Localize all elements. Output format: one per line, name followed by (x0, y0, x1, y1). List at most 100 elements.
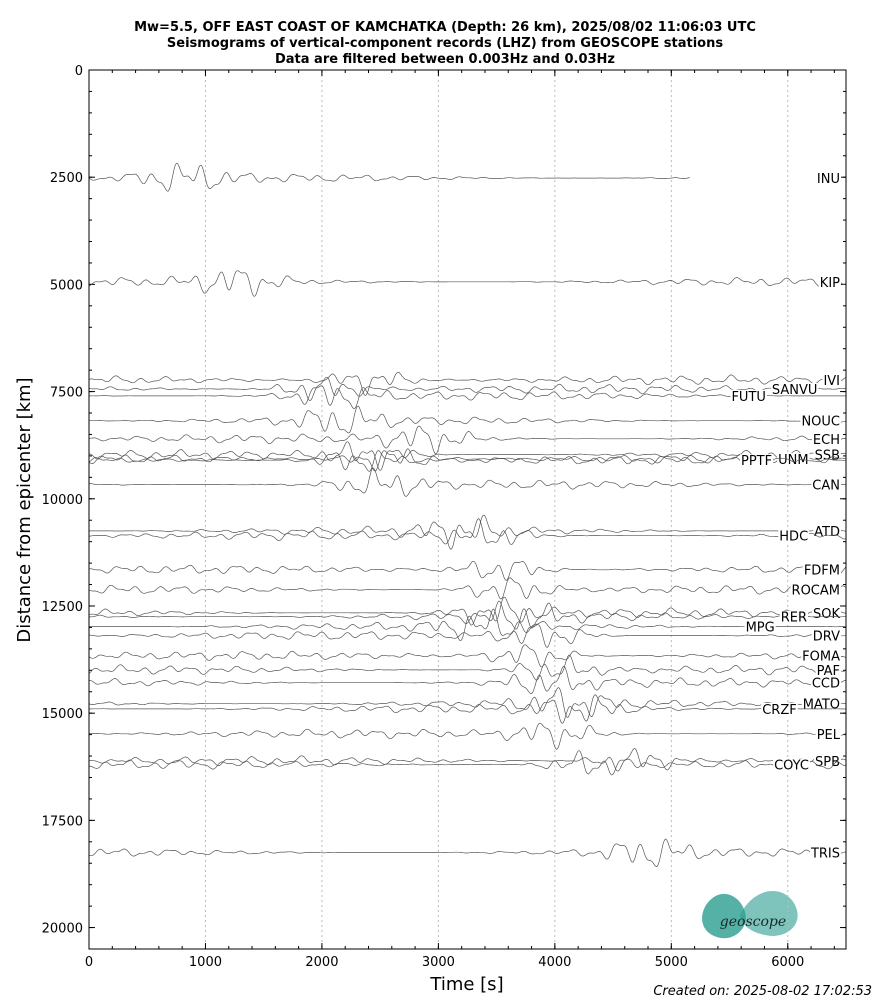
label-background (778, 529, 810, 544)
seismogram-trace (89, 722, 846, 750)
y-tick-label: 20000 (42, 922, 83, 937)
label-background (811, 478, 841, 493)
station-label: FDFM (804, 564, 840, 579)
station-label: ECH (813, 433, 840, 448)
label-background (813, 448, 841, 463)
x-axis-label: Time [s] (429, 974, 503, 995)
x-tick-label: 0 (85, 955, 93, 970)
station-label: CCD (812, 677, 840, 692)
seismogram-trace (88, 560, 846, 581)
seismogram-trace (88, 448, 846, 472)
logo: geoscope (702, 891, 798, 939)
label-background (744, 620, 776, 635)
label-background (815, 172, 841, 187)
seismogram-trace (88, 838, 846, 868)
label-background (739, 454, 774, 469)
x-tick-label: 2000 (305, 955, 338, 970)
station-label: IVI (823, 374, 840, 389)
label-background (811, 629, 841, 644)
label-background (809, 846, 841, 861)
station-label: MATO (803, 698, 840, 713)
seismogram-trace (88, 376, 846, 402)
title-line: Mw=5.5, OFF EAST COAST OF KAMCHATKA (Dep… (134, 20, 756, 35)
seismogram-trace (89, 624, 846, 648)
station-label: PPTF (741, 454, 772, 469)
seismogram-trace (88, 467, 846, 497)
label-background (801, 697, 841, 712)
x-tick-label: 6000 (771, 955, 804, 970)
seismogram-trace (88, 270, 846, 297)
logo-shape (702, 893, 746, 939)
label-background (730, 389, 767, 404)
y-tick-label: 7500 (50, 386, 83, 401)
label-background (815, 727, 841, 742)
title-line: Seismograms of vertical-component record… (167, 36, 723, 51)
station-label: ATD (814, 525, 840, 540)
seismogram-trace (89, 514, 846, 550)
y-axis-label: Distance from epicenter [km] (14, 377, 35, 642)
label-background (822, 374, 841, 389)
y-tick-label: 2500 (50, 171, 83, 186)
logo-text: geoscope (720, 914, 786, 930)
label-background (815, 663, 841, 678)
station-label: SOK (813, 607, 840, 622)
seismogram-trace (88, 750, 846, 776)
y-tick-label: 15000 (42, 707, 83, 722)
station-label: NOUC (801, 415, 840, 430)
title-line: Data are filtered between 0.003Hz and 0.… (275, 52, 615, 67)
label-background (761, 702, 798, 717)
station-label: CAN (812, 479, 840, 494)
station-label: RER (781, 611, 807, 626)
y-tick-label: 10000 (42, 493, 83, 508)
seismogram-trace (88, 371, 846, 396)
y-tick-label: 0 (75, 64, 83, 79)
seismogram-trace (88, 687, 846, 718)
x-tick-label: 1000 (189, 955, 222, 970)
station-label: FOMA (802, 650, 840, 665)
footer: Created on: 2025-08-02 17:02:53 (653, 984, 872, 999)
seismogram-trace (88, 450, 846, 472)
label-background (777, 452, 810, 467)
y-tick-label: 5000 (50, 278, 83, 293)
label-background (810, 676, 841, 691)
seismogram-trace (88, 425, 846, 455)
x-tick-label: 3000 (422, 955, 455, 970)
seismogram-trace (89, 608, 846, 641)
x-tick-label: 5000 (655, 955, 688, 970)
station-label: PEL (817, 728, 841, 743)
station-label: UNM (778, 453, 808, 468)
seismogram-trace (89, 600, 846, 630)
label-background (801, 649, 841, 664)
seismogram-trace (88, 654, 846, 681)
logo-shape (740, 891, 798, 936)
label-background (800, 414, 841, 429)
seismogram-trace (88, 644, 846, 668)
seismogram-trace (88, 162, 690, 192)
label-background (779, 610, 808, 625)
seismogram-trace (89, 405, 846, 434)
station-label: FUTU (731, 390, 765, 405)
station-label: CRZF (762, 703, 797, 718)
station-label: KIP (820, 276, 840, 291)
station-label: ROCAM (792, 584, 840, 599)
label-background (770, 383, 819, 398)
station-label: PAF (817, 664, 840, 679)
label-background (790, 583, 841, 598)
seismogram-trace (89, 385, 846, 409)
label-background (818, 275, 841, 290)
station-label: INU (817, 172, 840, 187)
y-tick-label: 12500 (42, 600, 83, 615)
label-background (802, 563, 841, 578)
station-label: TRIS (810, 847, 840, 862)
station-label: HDC (779, 530, 808, 545)
label-background (811, 432, 841, 447)
plot-frame (88, 69, 847, 950)
station-label: COYC (774, 759, 809, 774)
label-background (811, 606, 841, 621)
seismogram-trace (89, 694, 846, 724)
x-tick-label: 4000 (538, 955, 571, 970)
y-tick-label: 17500 (42, 814, 83, 829)
seismogram-trace (88, 748, 846, 772)
station-label: DRV (813, 630, 840, 645)
